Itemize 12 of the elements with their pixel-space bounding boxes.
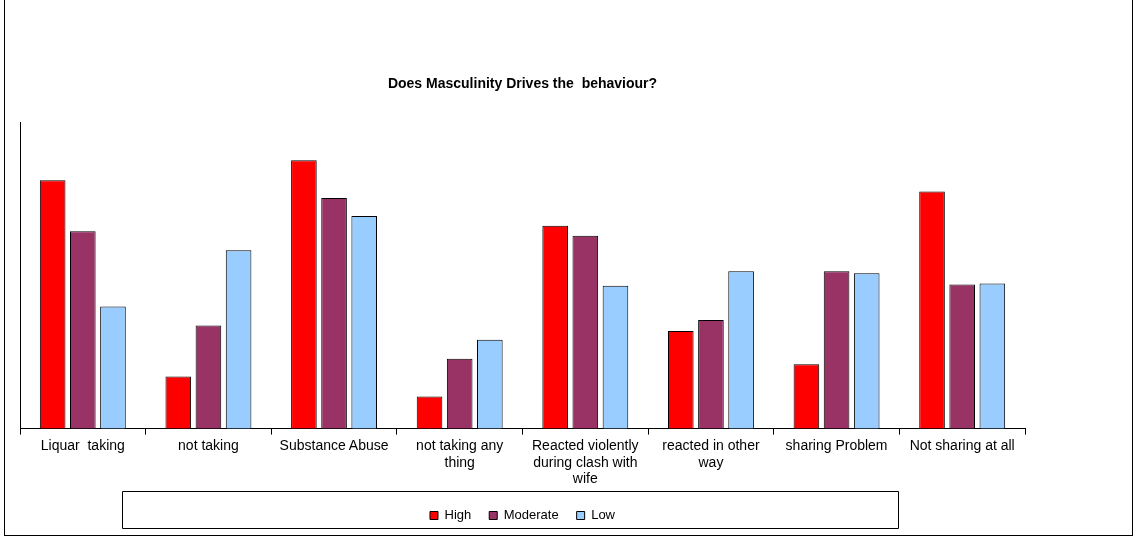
x-tick-label: reacted in other way	[662, 436, 760, 470]
legend-label: Moderate	[503, 507, 559, 523]
x-tick-label: Liquar taking	[40, 436, 125, 453]
legend-label: High	[444, 507, 472, 523]
x-tick-label: not taking any thing	[416, 436, 504, 470]
x-tick-label: Substance Abuse	[279, 436, 389, 453]
legend-label: Low	[591, 507, 616, 523]
x-tick-label: Not sharing at all	[909, 436, 1015, 453]
x-tick-label: Reacted violently during clash with wife	[532, 436, 639, 487]
x-tick-label: sharing Problem	[785, 436, 888, 453]
chart-title: Does Masculinity Drives the behaviour?	[387, 75, 658, 92]
x-tick-label: not taking	[178, 436, 239, 453]
